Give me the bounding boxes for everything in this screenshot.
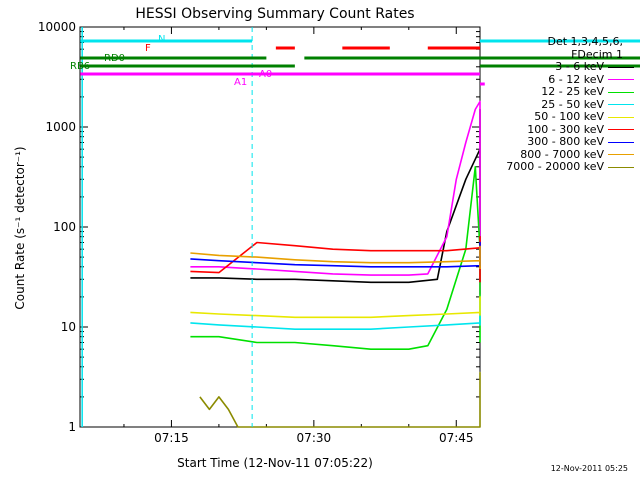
series-line-5 xyxy=(190,235,481,283)
legend-label: 3 - 6 keV xyxy=(555,60,604,73)
legend-label: 800 - 7000 keV xyxy=(520,147,604,161)
legend-entry: 300 - 800 keV xyxy=(487,135,637,149)
legend-swatch xyxy=(608,154,634,156)
annotation-label: F xyxy=(145,43,151,54)
legend-entry: 12 - 25 keV xyxy=(487,85,637,99)
legend-entry: 100 - 300 keV xyxy=(487,122,637,137)
series-line-8 xyxy=(199,371,481,428)
y-tick-label: 1000 xyxy=(45,120,76,134)
footer-timestamp: 12-Nov-2011 05:25 xyxy=(550,464,628,473)
legend-label: 50 - 100 keV xyxy=(534,110,604,123)
legend: Det 1,3,4,5,6, FDecim 1 3 - 6 keV 6 - 12 … xyxy=(487,35,637,174)
legend-entry: 800 - 7000 keV xyxy=(487,147,637,162)
legend-label: 300 - 800 keV xyxy=(527,135,604,148)
y-tick-label: 1 xyxy=(68,420,76,434)
annotation-label: A0 xyxy=(259,69,272,80)
annotation-label: RD0 xyxy=(104,53,125,64)
legend-entry: 50 - 100 keV xyxy=(487,110,637,124)
legend-title-line-1: Det 1,3,4,5,6, xyxy=(547,35,623,48)
legend-entry: 7000 - 20000 keV xyxy=(487,160,637,174)
legend-swatch xyxy=(608,166,634,168)
legend-label: 7000 - 20000 keV xyxy=(506,160,604,173)
legend-label: 25 - 50 keV xyxy=(541,97,604,111)
x-tick-label: 07:15 xyxy=(154,431,189,445)
x-axis-label: Start Time (12-Nov-11 07:05:22) xyxy=(177,456,373,470)
legend-swatch xyxy=(608,141,634,143)
legend-swatch xyxy=(608,91,634,93)
legend-rows: 3 - 6 keV 6 - 12 keV 12 - 25 keV 25 - 50 ke… xyxy=(487,60,637,174)
plot-frame xyxy=(79,26,481,428)
legend-label: 6 - 12 keV xyxy=(548,72,604,86)
x-tick-label: 07:45 xyxy=(439,431,474,445)
legend-swatch xyxy=(608,66,634,68)
y-tick-label: 10000 xyxy=(38,20,76,34)
legend-label: 12 - 25 keV xyxy=(541,85,604,98)
legend-swatch xyxy=(608,116,634,118)
series-line-6 xyxy=(190,241,481,268)
legend-title-line-2: FDecim 1 xyxy=(571,47,623,61)
chart-title: HESSI Observing Summary Count Rates xyxy=(135,6,414,22)
annotation-bars: NF RD0 RB6 A1 A0 xyxy=(70,27,640,427)
legend-swatch xyxy=(608,129,634,131)
series-line-4 xyxy=(190,296,481,319)
y-axis-label: Count Rate (s⁻¹ detector⁻¹) xyxy=(13,146,27,309)
series-line-7 xyxy=(190,245,481,269)
annotation-label: RB6 xyxy=(70,61,90,72)
annotation-label: A1 xyxy=(234,77,247,88)
series-group xyxy=(190,100,481,428)
legend-swatch xyxy=(608,104,634,106)
legend-entry: 25 - 50 keV xyxy=(487,97,637,112)
y-tick-label: 100 xyxy=(53,220,76,234)
x-tick-label: 07:30 xyxy=(297,431,332,445)
axes: 07:15 07:30 07:45 1 10 100 1000 10000 xyxy=(38,20,481,445)
legend-entry: 6 - 12 keV xyxy=(487,72,637,87)
legend-label: 100 - 300 keV xyxy=(527,122,604,136)
legend-entry: 3 - 6 keV xyxy=(487,60,637,74)
annotation-label: N xyxy=(158,34,165,45)
y-tick-label: 10 xyxy=(61,320,76,334)
legend-swatch xyxy=(608,79,634,81)
